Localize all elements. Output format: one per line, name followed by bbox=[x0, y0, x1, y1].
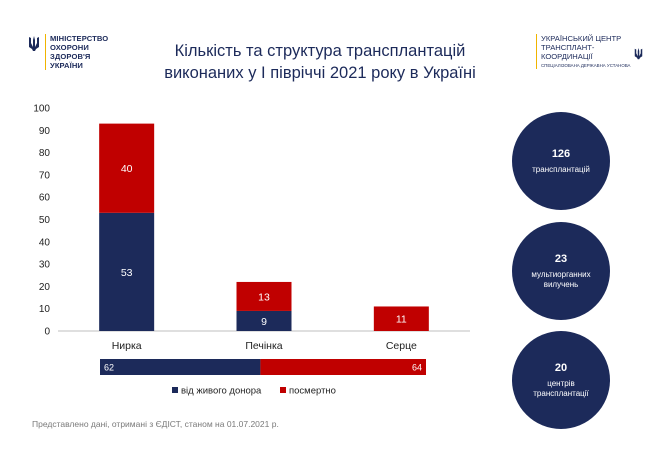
center-line: УКРАЇНСЬКИЙ ЦЕНТР bbox=[541, 34, 622, 43]
legend-label: від живого донора bbox=[181, 386, 262, 397]
ministry-name: МІНІСТЕРСТВО ОХОРОНИ ЗДОРОВ'Я УКРАЇНИ bbox=[45, 34, 108, 70]
bar-value-label: 53 bbox=[121, 267, 133, 279]
bar-value-label: 9 bbox=[261, 316, 267, 328]
bar-value-label: 40 bbox=[121, 163, 133, 175]
stat-value: 23 bbox=[554, 253, 568, 265]
category-label: Серце bbox=[386, 340, 417, 352]
title-line: Кількість та структура трансплантацій bbox=[174, 42, 466, 60]
y-tick-label: 0 bbox=[44, 327, 50, 338]
center-logo: УКРАЇНСЬКИЙ ЦЕНТР ТРАНСПЛАНТ- КООРДИНАЦІ… bbox=[536, 34, 643, 69]
bar-value-label: 11 bbox=[396, 314, 407, 326]
summary-bar-segment bbox=[100, 359, 261, 375]
center-name: УКРАЇНСЬКИЙ ЦЕНТР ТРАНСПЛАНТ- КООРДИНАЦІ… bbox=[536, 34, 630, 69]
stat-circle-transplants: 126 трансплантацій bbox=[512, 112, 610, 210]
bar-segment bbox=[99, 212, 155, 331]
stat-label-line: трансплантації bbox=[533, 389, 589, 398]
trident-icon bbox=[635, 48, 643, 60]
center-line: КООРДИНАЦІЇ bbox=[541, 52, 593, 61]
center-subtitle: СПЕЦІАЛІЗОВАНА ДЕРЖАВНА УСТАНОВА bbox=[541, 63, 631, 68]
y-tick-label: 60 bbox=[39, 193, 51, 204]
ministry-line: УКРАЇНИ bbox=[50, 61, 83, 70]
y-tick-label: 30 bbox=[39, 260, 51, 271]
summary-bar-label: 64 bbox=[412, 363, 422, 373]
stat-circle-multiorgan: 23 мультиорганних вилучень bbox=[512, 222, 610, 320]
title-line: виконаних у І півріччі 2021 року в Украї… bbox=[164, 64, 476, 82]
bar-value-label: 13 bbox=[258, 291, 270, 303]
stat-circle-centers: 20 центрів трансплантації bbox=[512, 331, 610, 429]
trident-icon bbox=[29, 36, 39, 51]
bar-segment bbox=[236, 281, 292, 311]
y-tick-label: 70 bbox=[39, 170, 51, 181]
center-line: ТРАНСПЛАНТ- bbox=[541, 43, 595, 52]
y-tick-label: 90 bbox=[39, 126, 51, 137]
ministry-line: ЗДОРОВ'Я bbox=[50, 52, 91, 61]
summary-bar-segment bbox=[260, 359, 426, 375]
stat-label: мультиорганних вилучень bbox=[531, 270, 590, 290]
stat-label: центрів трансплантації bbox=[533, 379, 588, 399]
stat-label-line: трансплантацій bbox=[532, 165, 590, 174]
ministry-logo: МІНІСТЕРСТВО ОХОРОНИ ЗДОРОВ'Я УКРАЇНИ bbox=[28, 34, 108, 70]
ministry-line: МІНІСТЕРСТВО bbox=[50, 34, 109, 43]
footer-note: Представлено дані, отримані з ЄДІСТ, ста… bbox=[32, 419, 279, 429]
transplant-bar-chart: 0 10 20 30 40 50 60 70 80 90 100 53 40 Нирка 9 13 Печінк… bbox=[33, 104, 470, 397]
y-tick-label: 50 bbox=[39, 215, 51, 226]
y-tick-label: 40 bbox=[39, 237, 51, 248]
bar-segment bbox=[373, 306, 429, 331]
y-tick-label: 20 bbox=[39, 282, 51, 293]
stat-value: 20 bbox=[554, 362, 568, 374]
page-title: Кількість та структура трансплантацій ви… bbox=[130, 40, 510, 84]
stat-label: трансплантацій bbox=[532, 165, 590, 175]
legend-label: посмертно bbox=[289, 386, 336, 397]
category-label: Печінка bbox=[245, 340, 282, 352]
summary-bar-label: 62 bbox=[104, 363, 114, 373]
legend-swatch bbox=[172, 387, 178, 393]
stat-label-line: вилучень bbox=[543, 280, 579, 289]
y-tick-label: 10 bbox=[39, 304, 51, 315]
legend-swatch bbox=[280, 387, 286, 393]
stat-value: 126 bbox=[551, 148, 571, 160]
stat-label-line: мультиорганних bbox=[531, 270, 591, 279]
y-tick-label: 100 bbox=[33, 104, 50, 115]
y-tick-label: 80 bbox=[39, 148, 51, 159]
ministry-line: ОХОРОНИ bbox=[50, 43, 89, 52]
bar-segment bbox=[99, 123, 155, 213]
category-label: Нирка bbox=[112, 340, 142, 352]
stat-label-line: центрів bbox=[547, 379, 575, 388]
bar-segment bbox=[236, 310, 292, 331]
